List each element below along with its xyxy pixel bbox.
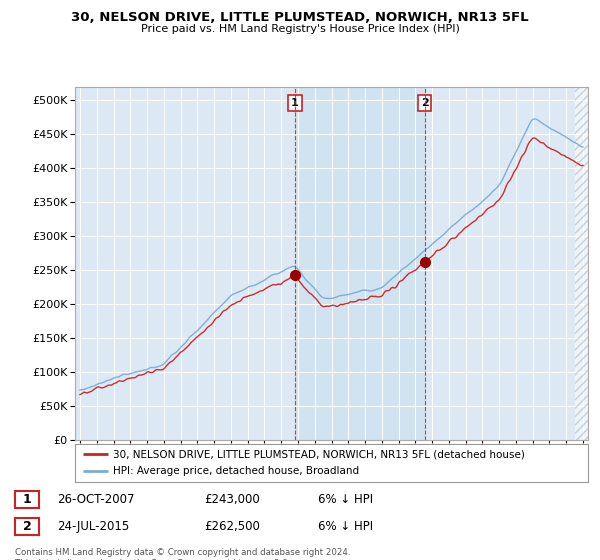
Text: 2: 2	[23, 520, 31, 533]
Text: Contains HM Land Registry data © Crown copyright and database right 2024.
This d: Contains HM Land Registry data © Crown c…	[15, 548, 350, 560]
Bar	[575, 87, 588, 440]
Text: 6% ↓ HPI: 6% ↓ HPI	[318, 520, 373, 533]
Text: 26-OCT-2007: 26-OCT-2007	[57, 493, 134, 506]
Text: 30, NELSON DRIVE, LITTLE PLUMSTEAD, NORWICH, NR13 5FL (detached house): 30, NELSON DRIVE, LITTLE PLUMSTEAD, NORW…	[113, 449, 526, 459]
Bar	[295, 87, 425, 440]
Text: 30, NELSON DRIVE, LITTLE PLUMSTEAD, NORWICH, NR13 5FL: 30, NELSON DRIVE, LITTLE PLUMSTEAD, NORW…	[71, 11, 529, 24]
Text: £262,500: £262,500	[204, 520, 260, 533]
Text: 2: 2	[421, 98, 428, 108]
Text: Price paid vs. HM Land Registry's House Price Index (HPI): Price paid vs. HM Land Registry's House …	[140, 24, 460, 34]
Text: 1: 1	[291, 98, 299, 108]
Text: 1: 1	[23, 493, 31, 506]
Text: 6% ↓ HPI: 6% ↓ HPI	[318, 493, 373, 506]
Text: 24-JUL-2015: 24-JUL-2015	[57, 520, 129, 533]
Text: HPI: Average price, detached house, Broadland: HPI: Average price, detached house, Broa…	[113, 466, 359, 476]
Text: £243,000: £243,000	[204, 493, 260, 506]
